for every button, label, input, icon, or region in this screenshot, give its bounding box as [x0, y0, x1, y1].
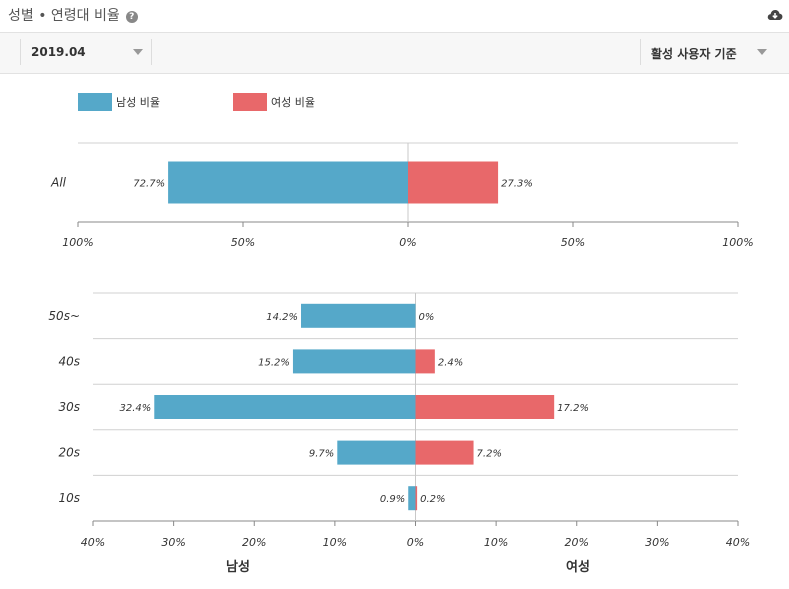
x-axis-label-male: 남성 [226, 559, 250, 575]
age-male-bar [154, 395, 416, 419]
title-bar: 성별 • 연령대 비율? [0, 0, 789, 32]
all-tick-label: 100% [722, 236, 753, 249]
age-tick-label: 10% [323, 536, 347, 549]
age-male-bar [337, 440, 416, 465]
age-female-data-label: 2.4% [438, 357, 463, 368]
age-category-label: 50s~ [48, 309, 80, 323]
age-category-label: 30s [58, 400, 80, 414]
all-tick-label: 50% [231, 236, 255, 249]
chevron-down-icon [757, 49, 767, 55]
legend-female-label: 여성 비율 [271, 96, 315, 109]
basis-select-value: 활성 사용자 기준 [651, 47, 737, 61]
age-female-bar [415, 395, 555, 419]
all-category-label: All [50, 176, 67, 190]
all-male-bar [168, 161, 408, 204]
all-tick-label: 0% [399, 236, 416, 249]
panel-title: 성별 • 연령대 비율? [8, 5, 138, 25]
age-male-data-label: 32.4% [119, 403, 151, 414]
age-category-label: 40s [58, 354, 80, 368]
age-tick-label: 10% [484, 536, 508, 549]
age-female-bar [415, 349, 435, 374]
age-tick-label: 40% [81, 536, 105, 549]
age-male-data-label: 9.7% [309, 449, 334, 460]
age-tick-label: 30% [161, 536, 185, 549]
age-tick-label: 30% [645, 536, 669, 549]
all-tick-label: 50% [561, 236, 585, 249]
age-female-data-label: 17.2% [557, 403, 589, 414]
all-female-bar [408, 161, 499, 204]
chevron-down-icon [133, 49, 143, 55]
age-male-data-label: 15.2% [258, 357, 290, 368]
age-female-bar [415, 440, 474, 465]
legend-male: 남성 비율 [78, 93, 160, 111]
age-male-bar [408, 486, 416, 511]
age-tick-label: 20% [242, 536, 266, 549]
panel-title-text: 성별 • 연령대 비율 [8, 8, 120, 24]
age-female-data-label: 0% [419, 312, 435, 323]
all-female-data-label: 27.3% [501, 179, 533, 190]
age-male-data-label: 14.2% [266, 312, 298, 323]
legend-female-swatch [233, 93, 267, 111]
age-tick-label: 40% [726, 536, 750, 549]
age-female-data-label: 7.2% [477, 449, 502, 460]
month-select-value: 2019.04 [31, 45, 86, 59]
x-axis-label-female: 여성 [566, 559, 590, 575]
age-tick-label: 20% [565, 536, 589, 549]
legend-female: 여성 비율 [233, 93, 315, 111]
age-category-label: 10s [58, 491, 80, 505]
month-select[interactable]: 2019.04 [20, 39, 152, 65]
age-male-bar [301, 303, 416, 328]
cloud-download-icon[interactable] [767, 8, 783, 22]
basis-select[interactable]: 활성 사용자 기준 [640, 39, 775, 65]
age-male-data-label: 0.9% [380, 494, 405, 505]
all-male-data-label: 72.7% [133, 179, 165, 190]
age-female-data-label: 0.2% [420, 494, 445, 505]
legend-male-swatch [78, 93, 112, 111]
age-tick-label: 0% [407, 536, 424, 549]
age-male-bar [292, 349, 416, 374]
legend-male-label: 남성 비율 [116, 96, 160, 109]
question-circle-icon[interactable]: ? [125, 11, 138, 23]
age-category-label: 20s [58, 446, 80, 460]
filter-bar: 2019.04 활성 사용자 기준 [0, 32, 789, 74]
all-tick-label: 100% [62, 236, 93, 249]
age-female-bar [415, 486, 418, 511]
